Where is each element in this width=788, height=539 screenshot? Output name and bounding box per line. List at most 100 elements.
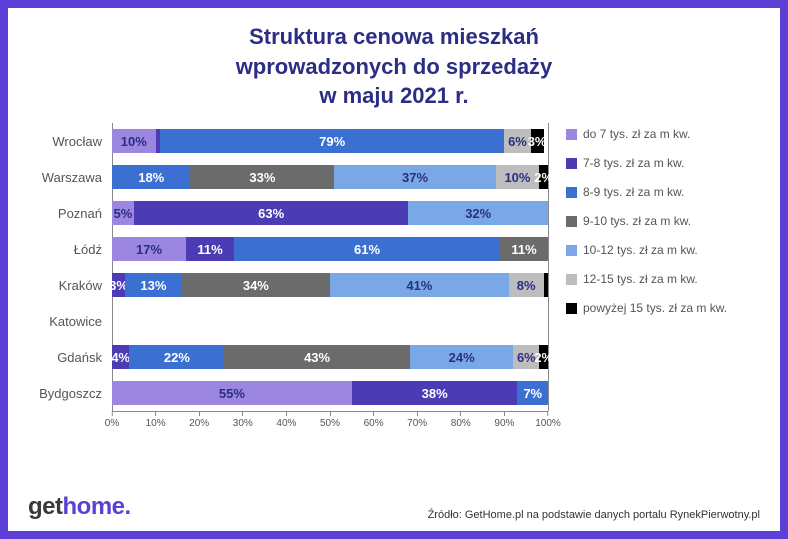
y-axis-label: Wrocław	[28, 134, 112, 149]
x-tick: 60%	[364, 411, 384, 429]
bar-track: 5%63%32%	[112, 201, 548, 225]
bar-segment: 17%	[112, 237, 186, 261]
bar-track: 17%11%61%11%	[112, 237, 548, 261]
x-tick: 90%	[494, 411, 514, 429]
legend-swatch	[566, 303, 577, 314]
bar-rows: Wrocław10%79%6%3%Warszawa18%33%37%10%2%P…	[28, 123, 548, 411]
bar-segment: 8%	[509, 273, 544, 297]
bar-segment: 11%	[186, 237, 234, 261]
legend-swatch	[566, 158, 577, 169]
legend-item: 8-9 tys. zł za m kw.	[566, 185, 760, 200]
bar-segment: 43%	[224, 345, 410, 369]
legend-swatch	[566, 216, 577, 227]
footer: gethome. Źródło: GetHome.pl na podstawie…	[28, 493, 760, 521]
legend-swatch	[566, 187, 577, 198]
bar-track: 55%38%7%	[112, 381, 548, 405]
bar-segment: 41%	[330, 273, 509, 297]
legend-label: 12-15 tys. zł za m kw.	[583, 272, 698, 287]
x-tick: 100%	[535, 411, 561, 429]
bar-row: Gdańsk4%22%43%24%6%2%	[28, 339, 548, 375]
logo-text-dot: .	[125, 493, 131, 520]
title-line: w maju 2021 r.	[28, 81, 760, 111]
bar-segment: 3%	[531, 129, 544, 153]
legend-label: 9-10 tys. zł za m kw.	[583, 214, 691, 229]
x-tick: 40%	[276, 411, 296, 429]
legend-item: 9-10 tys. zł za m kw.	[566, 214, 760, 229]
bar-segment: 63%	[134, 201, 409, 225]
x-tick: 0%	[105, 411, 119, 429]
legend-swatch	[566, 274, 577, 285]
bar-track: 18%33%37%10%2%	[112, 165, 548, 189]
legend-label: powyżej 15 tys. zł za m kw.	[583, 301, 727, 316]
logo-text-get: get	[28, 493, 63, 520]
bar-row: Poznań5%63%32%	[28, 195, 548, 231]
bar-segment: 6%	[504, 129, 530, 153]
y-axis-label: Kraków	[28, 278, 112, 293]
bar-segment: 34%	[182, 273, 330, 297]
legend-item: powyżej 15 tys. zł za m kw.	[566, 301, 760, 316]
y-axis-label: Gdańsk	[28, 350, 112, 365]
bar-segment: 2%	[539, 165, 548, 189]
bar-segment: 24%	[410, 345, 514, 369]
x-tick: 30%	[233, 411, 253, 429]
bar-row: Wrocław10%79%6%3%	[28, 123, 548, 159]
bar-segment: 55%	[112, 381, 352, 405]
source-text: Źródło: GetHome.pl na podstawie danych p…	[428, 509, 760, 521]
bar-segment: 38%	[352, 381, 518, 405]
legend-item: 7-8 tys. zł za m kw.	[566, 156, 760, 171]
bar-segment: 10%	[112, 129, 156, 153]
chart-area: Wrocław10%79%6%3%Warszawa18%33%37%10%2%P…	[28, 123, 548, 431]
legend-item: do 7 tys. zł za m kw.	[566, 127, 760, 142]
bar-segment: 22%	[129, 345, 224, 369]
y-axis-label: Łódź	[28, 242, 112, 257]
title-line: Struktura cenowa mieszkań	[28, 22, 760, 52]
chart-wrap: Wrocław10%79%6%3%Warszawa18%33%37%10%2%P…	[28, 123, 760, 431]
bar-segment	[544, 273, 548, 297]
x-tick: 10%	[146, 411, 166, 429]
bar-row: Łódź17%11%61%11%	[28, 231, 548, 267]
legend: do 7 tys. zł za m kw. 7-8 tys. zł za m kw…	[548, 123, 760, 431]
x-axis: 0%10%20%30%40%50%60%70%80%90%100%	[28, 411, 548, 431]
bar-segment: 5%	[112, 201, 134, 225]
legend-swatch	[566, 245, 577, 256]
logo-text-home: home	[63, 493, 125, 520]
bar-segment: 79%	[160, 129, 504, 153]
bar-segment: 18%	[112, 165, 190, 189]
bar-track: 10%79%6%3%	[112, 129, 548, 153]
bar-track: 4%22%43%24%6%2%	[112, 345, 548, 369]
bar-segment: 7%	[517, 381, 548, 405]
bar-track	[112, 309, 548, 333]
bar-segment: 2%	[539, 345, 548, 369]
legend-swatch	[566, 129, 577, 140]
chart-title: Struktura cenowa mieszkańwprowadzonych d…	[28, 22, 760, 111]
legend-item: 12-15 tys. zł za m kw.	[566, 272, 760, 287]
y-axis-label: Warszawa	[28, 170, 112, 185]
legend-label: 7-8 tys. zł za m kw.	[583, 156, 684, 171]
legend-label: 10-12 tys. zł za m kw.	[583, 243, 698, 258]
y-axis-label: Bydgoszcz	[28, 386, 112, 401]
bar-segment: 13%	[125, 273, 182, 297]
bar-segment: 37%	[334, 165, 495, 189]
bar-segment: 32%	[408, 201, 548, 225]
bar-row: Kraków3%13%34%41%8%	[28, 267, 548, 303]
title-line: wprowadzonych do sprzedaży	[28, 52, 760, 82]
bar-track: 3%13%34%41%8%	[112, 273, 548, 297]
y-axis-label: Katowice	[28, 314, 112, 329]
x-tick: 70%	[407, 411, 427, 429]
bar-segment: 33%	[190, 165, 334, 189]
bar-segment: 4%	[112, 345, 129, 369]
bar-segment: 11%	[500, 237, 548, 261]
x-tick: 20%	[189, 411, 209, 429]
legend-item: 10-12 tys. zł za m kw.	[566, 243, 760, 258]
legend-label: 8-9 tys. zł za m kw.	[583, 185, 684, 200]
x-tick: 50%	[320, 411, 340, 429]
bar-segment: 61%	[234, 237, 500, 261]
bar-row: Bydgoszcz55%38%7%	[28, 375, 548, 411]
logo-gethome: gethome.	[28, 493, 131, 521]
legend-label: do 7 tys. zł za m kw.	[583, 127, 690, 142]
x-axis-ticks: 0%10%20%30%40%50%60%70%80%90%100%	[112, 411, 548, 431]
y-axis-label: Poznań	[28, 206, 112, 221]
bar-segment: 3%	[112, 273, 125, 297]
bar-row: Warszawa18%33%37%10%2%	[28, 159, 548, 195]
chart-frame: Struktura cenowa mieszkańwprowadzonych d…	[0, 0, 788, 539]
